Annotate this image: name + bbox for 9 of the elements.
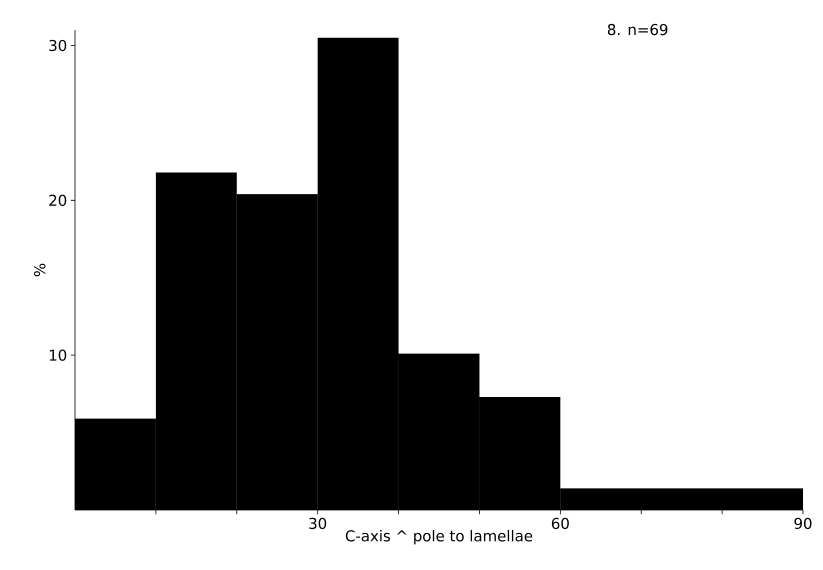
x-axis-title: C-axis ^ pole to lamellae: [346, 530, 532, 544]
annotation: 8. n=69: [608, 24, 668, 36]
x-tick-label: 90: [794, 518, 812, 530]
y-tick-label: 10: [50, 350, 66, 361]
x-tick-label: 60: [552, 518, 569, 530]
y-axis-title: %: [34, 264, 46, 276]
y-tick-label: 30: [49, 40, 66, 52]
y-tick-label: 20: [49, 194, 66, 206]
x-tick-label: 30: [309, 518, 326, 530]
